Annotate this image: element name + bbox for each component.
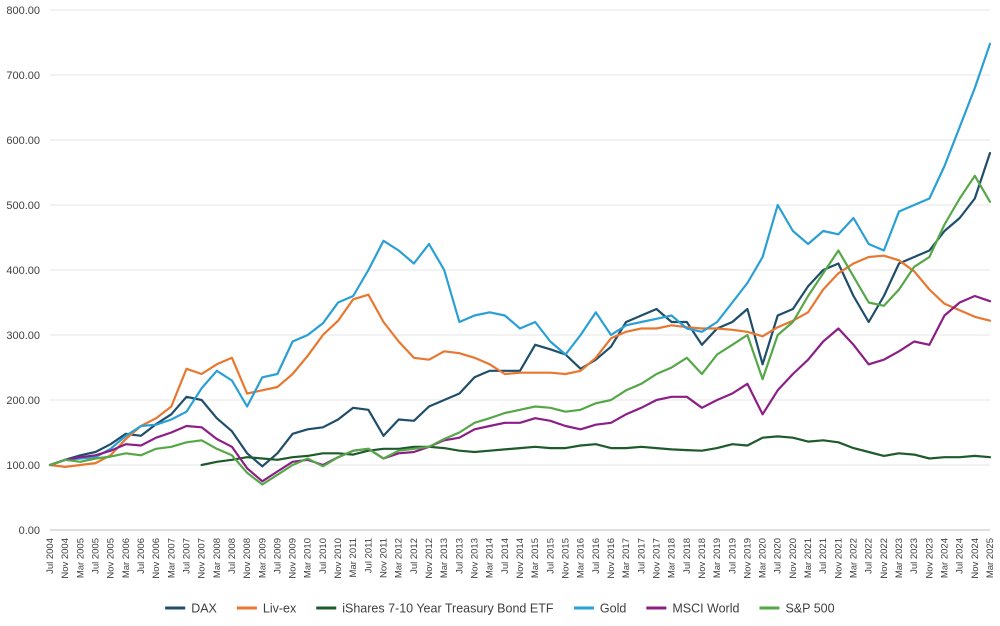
x-tick-label: Jul 2017 bbox=[636, 538, 647, 574]
y-axis-ticks: 0.00 100.00 200.00 300.00 400.00 500.00 600.00… bbox=[6, 5, 40, 537]
x-tick-label: Mar 2008 bbox=[212, 538, 223, 578]
x-tick-label: Mar 2019 bbox=[712, 538, 723, 578]
x-tick-label: Jul 2013 bbox=[454, 538, 465, 574]
x-tick-label: Jul 2019 bbox=[727, 538, 738, 574]
x-tick-label: Mar 2023 bbox=[894, 538, 905, 578]
x-tick-label: Jul 2018 bbox=[682, 538, 693, 574]
x-tick-label: Mar 2006 bbox=[121, 538, 132, 578]
x-tick-label: Jul 2012 bbox=[409, 538, 420, 574]
x-tick-label: Nov 2020 bbox=[788, 538, 799, 579]
x-tick-label: Mar 2007 bbox=[166, 538, 177, 578]
x-tick-label: Mar 2010 bbox=[303, 538, 314, 578]
x-tick-label: Jul 2015 bbox=[545, 538, 556, 574]
x-tick-label: Nov 2016 bbox=[606, 538, 617, 579]
x-tick-label: Mar 2015 bbox=[530, 538, 541, 578]
x-tick-label: Nov 2011 bbox=[379, 538, 390, 578]
series-line bbox=[200, 435, 992, 467]
x-tick-label: Mar 2024 bbox=[940, 538, 951, 578]
series-line bbox=[48, 254, 992, 468]
series-line bbox=[48, 174, 992, 486]
y-tick-label: 500.00 bbox=[6, 200, 40, 212]
x-tick-label: Mar 2011 bbox=[348, 538, 359, 577]
x-tick-label: Mar 2014 bbox=[485, 538, 496, 578]
x-tick-label: Nov 2007 bbox=[197, 538, 208, 579]
x-tick-label: Nov 2005 bbox=[106, 538, 117, 579]
legend-label: S&P 500 bbox=[785, 602, 834, 616]
x-tick-label: Jul 2008 bbox=[227, 538, 238, 574]
x-tick-label: Mar 2021 bbox=[803, 538, 814, 578]
x-tick-label: Nov 2017 bbox=[651, 538, 662, 579]
x-tick-label: Jul 2020 bbox=[773, 538, 784, 574]
x-tick-label: Mar 2025 bbox=[985, 538, 996, 578]
x-tick-label: Jul 2010 bbox=[318, 538, 329, 574]
x-tick-label: Nov 2010 bbox=[333, 538, 344, 579]
x-tick-label: Nov 2014 bbox=[515, 538, 526, 579]
x-tick-label: Nov 2012 bbox=[424, 538, 435, 579]
x-tick-label: Jul 2007 bbox=[181, 538, 192, 574]
x-tick-label: Mar 2009 bbox=[257, 538, 268, 578]
x-tick-label: Jul 2009 bbox=[272, 538, 283, 574]
x-tick-label: Jul 2016 bbox=[591, 538, 602, 574]
legend-label: DAX bbox=[191, 602, 217, 616]
x-tick-label: Mar 2018 bbox=[667, 538, 678, 578]
x-tick-label: Nov 2009 bbox=[288, 538, 299, 579]
y-tick-label: 400.00 bbox=[6, 265, 40, 277]
x-axis-ticks: Jul 2004 Nov 2004 Mar 2005 Jul 2005 Nov 2005… bbox=[45, 538, 996, 579]
legend-label: Gold bbox=[600, 602, 626, 616]
legend-label: MSCI World bbox=[672, 602, 739, 616]
x-tick-label: Jul 2021 bbox=[818, 538, 829, 574]
legend: DAX Liv-ex iShares 7-10 Year Treasury Bond… bbox=[165, 602, 835, 616]
x-tick-label: Jul 2014 bbox=[500, 538, 511, 574]
x-tick-label: Nov 2004 bbox=[60, 538, 71, 579]
x-tick-label: Nov 2022 bbox=[879, 538, 890, 579]
x-tick-label: Jul 2023 bbox=[909, 538, 920, 574]
series-lines bbox=[48, 42, 992, 486]
x-tick-label: Jul 2011 bbox=[363, 538, 374, 573]
y-tick-label: 600.00 bbox=[6, 135, 40, 147]
y-tick-label: 700.00 bbox=[6, 70, 40, 82]
x-tick-label: Nov 2013 bbox=[470, 538, 481, 579]
legend-label: iShares 7-10 Year Treasury Bond ETF bbox=[342, 602, 554, 616]
x-tick-label: Mar 2022 bbox=[849, 538, 860, 578]
x-tick-label: Mar 2012 bbox=[394, 538, 405, 578]
x-tick-label: Nov 2018 bbox=[697, 538, 708, 579]
x-tick-label: Nov 2023 bbox=[924, 538, 935, 579]
x-tick-label: Mar 2016 bbox=[576, 538, 587, 578]
series-line bbox=[48, 151, 992, 468]
y-tick-label: 200.00 bbox=[6, 395, 40, 407]
x-tick-label: Jul 2004 bbox=[45, 538, 56, 574]
x-tick-label: Mar 2013 bbox=[439, 538, 450, 578]
y-tick-label: 300.00 bbox=[6, 330, 40, 342]
x-tick-label: Nov 2015 bbox=[560, 538, 571, 579]
x-tick-label: Nov 2006 bbox=[151, 538, 162, 579]
x-tick-label: Mar 2020 bbox=[758, 538, 769, 578]
series-line bbox=[48, 42, 992, 467]
x-tick-label: Jul 2024 bbox=[955, 538, 966, 574]
y-tick-label: 800.00 bbox=[6, 5, 40, 17]
x-tick-label: Nov 2024 bbox=[970, 538, 981, 579]
x-tick-label: Nov 2019 bbox=[742, 538, 753, 579]
x-tick-label: Jul 2022 bbox=[864, 538, 875, 574]
legend-label: Liv-ex bbox=[263, 602, 297, 616]
y-tick-label: 0.00 bbox=[19, 525, 40, 537]
x-tick-label: Jul 2006 bbox=[136, 538, 147, 574]
series-line bbox=[48, 294, 992, 483]
x-tick-label: Nov 2021 bbox=[833, 538, 844, 579]
x-tick-label: Mar 2005 bbox=[75, 538, 86, 578]
y-tick-label: 100.00 bbox=[6, 460, 40, 472]
x-tick-label: Mar 2017 bbox=[621, 538, 632, 578]
x-tick-label: Nov 2008 bbox=[242, 538, 253, 579]
x-tick-label: Jul 2005 bbox=[90, 538, 101, 574]
